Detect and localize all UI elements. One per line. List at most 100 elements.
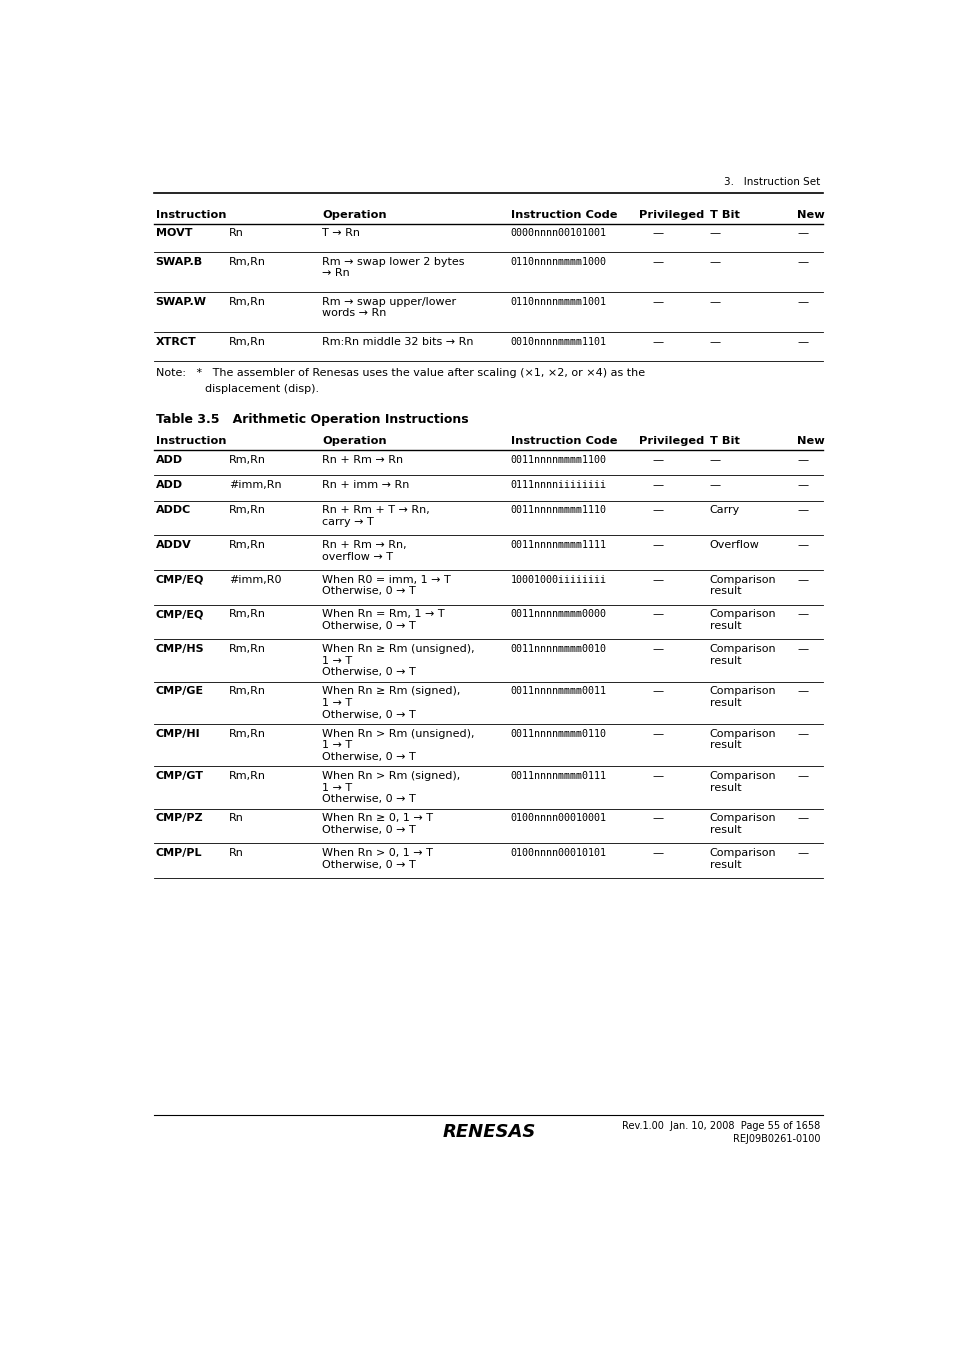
Text: CMP/GT: CMP/GT	[155, 771, 203, 782]
Text: Rm,Rn: Rm,Rn	[229, 729, 266, 738]
Text: —: —	[797, 228, 807, 238]
Text: —: —	[652, 686, 662, 697]
Text: —: —	[797, 336, 807, 347]
Text: 0010nnnnmmmm1101: 0010nnnnmmmm1101	[510, 336, 606, 347]
Text: —: —	[797, 256, 807, 267]
Text: —: —	[797, 481, 807, 490]
Text: —: —	[797, 848, 807, 859]
Text: Comparison
result: Comparison result	[709, 814, 776, 836]
Text: T Bit: T Bit	[709, 209, 739, 220]
Text: —: —	[709, 297, 720, 306]
Text: Rev.1.00  Jan. 10, 2008  Page 55 of 1658: Rev.1.00 Jan. 10, 2008 Page 55 of 1658	[621, 1120, 820, 1131]
Text: —: —	[709, 481, 720, 490]
Text: Instruction: Instruction	[155, 209, 226, 220]
Text: —: —	[709, 336, 720, 347]
Text: Overflow: Overflow	[709, 540, 759, 549]
Text: —: —	[652, 540, 662, 549]
Text: 10001000iiiiiiii: 10001000iiiiiiii	[510, 575, 606, 585]
Text: —: —	[652, 228, 662, 238]
Text: When Rn = Rm, 1 → T
Otherwise, 0 → T: When Rn = Rm, 1 → T Otherwise, 0 → T	[322, 609, 444, 630]
Text: Rm,Rn: Rm,Rn	[229, 540, 266, 549]
Text: When Rn > Rm (unsigned),
1 → T
Otherwise, 0 → T: When Rn > Rm (unsigned), 1 → T Otherwise…	[322, 729, 475, 761]
Text: Instruction: Instruction	[155, 436, 226, 446]
Text: —: —	[652, 481, 662, 490]
Text: Privileged: Privileged	[638, 436, 703, 446]
Text: —: —	[797, 455, 807, 464]
Text: Rm:Rn middle 32 bits → Rn: Rm:Rn middle 32 bits → Rn	[322, 336, 474, 347]
Text: Rm → swap lower 2 bytes
→ Rn: Rm → swap lower 2 bytes → Rn	[322, 256, 464, 278]
Text: Rm,Rn: Rm,Rn	[229, 505, 266, 516]
Text: Rm,Rn: Rm,Rn	[229, 609, 266, 620]
Text: Rn + Rm → Rn: Rn + Rm → Rn	[322, 455, 403, 464]
Text: Rn + imm → Rn: Rn + imm → Rn	[322, 481, 409, 490]
Text: Note:   *   The assembler of Renesas uses the value after scaling (×1, ×2, or ×4: Note: * The assembler of Renesas uses th…	[155, 369, 644, 378]
Text: When Rn > Rm (signed),
1 → T
Otherwise, 0 → T: When Rn > Rm (signed), 1 → T Otherwise, …	[322, 771, 460, 805]
Text: Instruction Code: Instruction Code	[510, 436, 617, 446]
Text: —: —	[652, 644, 662, 653]
Text: 0110nnnnmmmm1001: 0110nnnnmmmm1001	[510, 297, 606, 306]
Text: —: —	[652, 455, 662, 464]
Text: —: —	[652, 609, 662, 620]
Text: 0011nnnnmmmm1111: 0011nnnnmmmm1111	[510, 540, 606, 549]
Text: 0011nnnnmmmm0011: 0011nnnnmmmm0011	[510, 686, 606, 697]
Text: REJ09B0261-0100: REJ09B0261-0100	[732, 1134, 820, 1143]
Text: —: —	[652, 505, 662, 516]
Text: Rm → swap upper/lower
words → Rn: Rm → swap upper/lower words → Rn	[322, 297, 456, 319]
Text: SWAP.W: SWAP.W	[155, 297, 207, 306]
Text: Rm,Rn: Rm,Rn	[229, 297, 266, 306]
Text: Comparison
result: Comparison result	[709, 686, 776, 707]
Text: —: —	[797, 644, 807, 653]
Text: Comparison
result: Comparison result	[709, 771, 776, 792]
Text: —: —	[709, 455, 720, 464]
Text: Comparison
result: Comparison result	[709, 644, 776, 666]
Text: 0110nnnnmmmm1000: 0110nnnnmmmm1000	[510, 256, 606, 267]
Text: —: —	[652, 771, 662, 782]
Text: T Bit: T Bit	[709, 436, 739, 446]
Text: Comparison
result: Comparison result	[709, 729, 776, 751]
Text: When R0 = imm, 1 → T
Otherwise, 0 → T: When R0 = imm, 1 → T Otherwise, 0 → T	[322, 575, 451, 597]
Text: Rm,Rn: Rm,Rn	[229, 771, 266, 782]
Text: Rm,Rn: Rm,Rn	[229, 644, 266, 653]
Text: ADD: ADD	[155, 455, 183, 464]
Text: —: —	[652, 729, 662, 738]
Text: When Rn ≥ Rm (signed),
1 → T
Otherwise, 0 → T: When Rn ≥ Rm (signed), 1 → T Otherwise, …	[322, 686, 460, 720]
Text: CMP/EQ: CMP/EQ	[155, 575, 204, 585]
Text: ADDC: ADDC	[155, 505, 191, 516]
Text: displacement (disp).: displacement (disp).	[155, 383, 318, 394]
Text: —: —	[652, 575, 662, 585]
Text: Table 3.5   Arithmetic Operation Instructions: Table 3.5 Arithmetic Operation Instructi…	[155, 413, 468, 427]
Text: 0011nnnnmmmm0000: 0011nnnnmmmm0000	[510, 609, 606, 620]
Text: #imm,Rn: #imm,Rn	[229, 481, 282, 490]
Text: Operation: Operation	[322, 436, 387, 446]
Text: Rn: Rn	[229, 848, 244, 859]
Text: New: New	[797, 209, 824, 220]
Text: Comparison
result: Comparison result	[709, 848, 776, 869]
Text: 0011nnnnmmmm1110: 0011nnnnmmmm1110	[510, 505, 606, 516]
Text: Rn: Rn	[229, 228, 244, 238]
Text: —: —	[797, 575, 807, 585]
Text: Rn + Rm + T → Rn,
carry → T: Rn + Rm + T → Rn, carry → T	[322, 505, 430, 526]
Text: Rm,Rn: Rm,Rn	[229, 336, 266, 347]
Text: —: —	[797, 505, 807, 516]
Text: When Rn ≥ Rm (unsigned),
1 → T
Otherwise, 0 → T: When Rn ≥ Rm (unsigned), 1 → T Otherwise…	[322, 644, 475, 678]
Text: —: —	[652, 848, 662, 859]
Text: 0000nnnn00101001: 0000nnnn00101001	[510, 228, 606, 238]
Text: 0100nnnn00010101: 0100nnnn00010101	[510, 848, 606, 859]
Text: SWAP.B: SWAP.B	[155, 256, 203, 267]
Text: Comparison
result: Comparison result	[709, 575, 776, 597]
Text: CMP/HS: CMP/HS	[155, 644, 204, 653]
Text: —: —	[709, 228, 720, 238]
Text: 3.   Instruction Set: 3. Instruction Set	[723, 177, 820, 188]
Text: —: —	[652, 297, 662, 306]
Text: —: —	[797, 771, 807, 782]
Text: When Rn > 0, 1 → T
Otherwise, 0 → T: When Rn > 0, 1 → T Otherwise, 0 → T	[322, 848, 433, 869]
Text: 0100nnnn00010001: 0100nnnn00010001	[510, 814, 606, 824]
Text: MOVT: MOVT	[155, 228, 192, 238]
Text: —: —	[652, 256, 662, 267]
Text: —: —	[797, 729, 807, 738]
Text: Rn: Rn	[229, 814, 244, 824]
Text: 0011nnnnmmmm0110: 0011nnnnmmmm0110	[510, 729, 606, 738]
Text: —: —	[797, 609, 807, 620]
Text: Privileged: Privileged	[638, 209, 703, 220]
Text: —: —	[652, 336, 662, 347]
